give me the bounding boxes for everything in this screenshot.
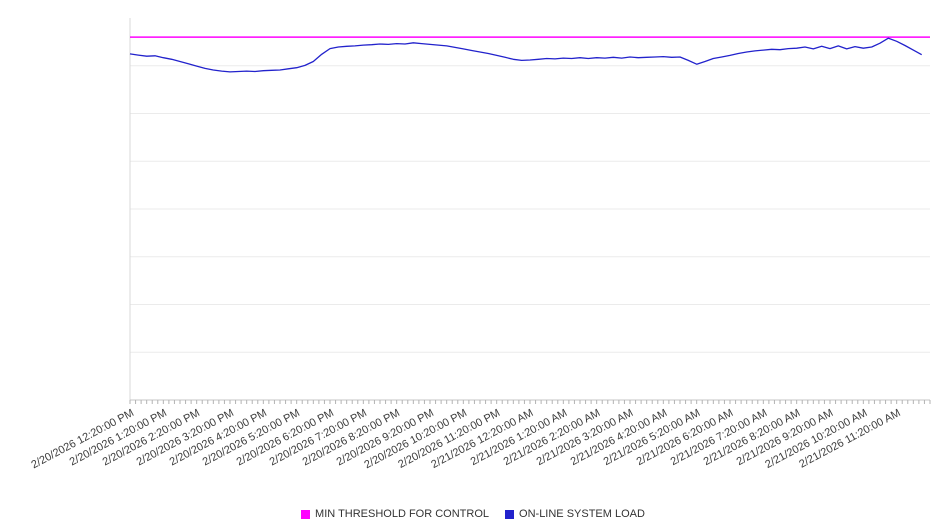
legend-swatch-icon xyxy=(301,509,311,519)
legend-item: ON-LINE SYSTEM LOAD xyxy=(505,508,645,520)
system-load-line xyxy=(129,37,923,73)
legend: MIN THRESHOLD FOR CONTROL ON-LINE SYSTEM … xyxy=(0,508,946,520)
legend-swatch-icon xyxy=(505,509,515,519)
legend-label: MIN THRESHOLD FOR CONTROL xyxy=(315,508,490,520)
legend-label: ON-LINE SYSTEM LOAD xyxy=(519,508,645,520)
legend-item: MIN THRESHOLD FOR CONTROL xyxy=(301,508,489,520)
